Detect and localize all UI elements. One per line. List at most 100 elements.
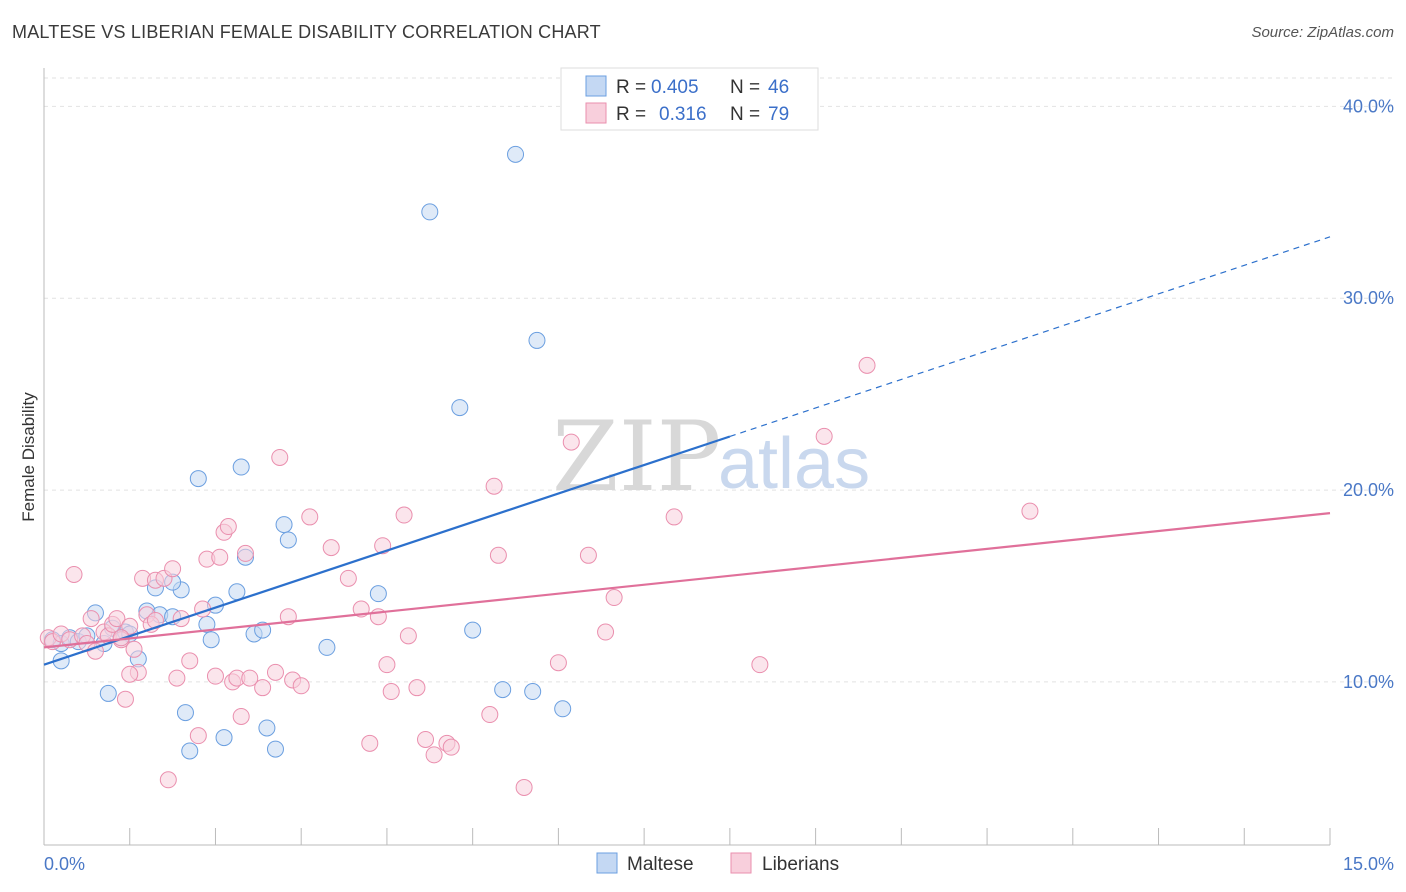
maltese-point: [228, 583, 246, 601]
liberian-point: [361, 734, 379, 752]
liberian-point: [515, 778, 533, 796]
legend-n-value-liberian: 79: [768, 104, 789, 125]
maltese-point: [528, 331, 546, 349]
maltese-point: [99, 684, 117, 702]
liberian-point: [241, 669, 259, 687]
maltese-point: [554, 700, 572, 718]
maltese-point: [369, 585, 387, 603]
liberian-point: [489, 546, 507, 564]
liberian-point: [442, 738, 460, 756]
legend-box: R = 0.405 N = 46 R = 0.316 N = 79: [560, 67, 819, 131]
maltese-point: [451, 399, 469, 417]
liberian-point: [579, 546, 597, 564]
legend-r-value-maltese: 0.405: [651, 77, 699, 98]
bottom-legend: Maltese Liberians: [596, 852, 839, 875]
x-ticks: [129, 828, 1331, 845]
maltese-point: [198, 615, 216, 633]
liberian-point: [665, 508, 683, 526]
maltese-point: [318, 638, 336, 656]
liberian-point: [481, 706, 499, 724]
liberian-point: [181, 652, 199, 670]
liberian-point: [417, 730, 435, 748]
liberian-point: [236, 544, 254, 562]
trend-lines: [43, 236, 1331, 666]
watermark-atlas: atlas: [718, 424, 870, 504]
gridlines: [44, 77, 1394, 683]
liberian-point: [189, 727, 207, 745]
x-tick-label-min: 0.0%: [44, 854, 85, 874]
liberian-point: [254, 679, 272, 697]
source-label: Source: ZipAtlas.com: [1251, 24, 1394, 41]
maltese-trend-extension: [729, 236, 1331, 438]
liberian-point: [108, 610, 126, 628]
maltese-point: [254, 621, 272, 639]
y-tick-label: 40.0%: [1343, 96, 1394, 116]
maltese-trend-line: [43, 435, 731, 666]
liberian-point: [605, 589, 623, 607]
maltese-point: [266, 740, 284, 758]
liberian-point: [751, 656, 769, 674]
maltese-point: [176, 704, 194, 722]
maltese-point: [494, 681, 512, 699]
liberian-point: [266, 663, 284, 681]
liberian-point: [219, 518, 237, 536]
liberian-point: [1021, 502, 1039, 520]
maltese-point: [189, 470, 207, 488]
liberian-point: [395, 506, 413, 524]
liberian-point: [399, 627, 417, 645]
legend-n-label-maltese: N =: [730, 77, 760, 98]
maltese-point: [215, 729, 233, 747]
liberian-point: [65, 565, 83, 583]
y-tick-labels: 10.0% 20.0% 30.0% 40.0%: [1343, 96, 1394, 692]
maltese-points: [44, 145, 572, 760]
liberian-point: [159, 771, 177, 789]
maltese-point: [507, 145, 525, 163]
liberian-point: [339, 569, 357, 587]
liberian-point: [164, 560, 182, 578]
liberian-point: [292, 677, 310, 695]
liberian-point: [301, 508, 319, 526]
maltese-point: [258, 719, 276, 737]
axes: [43, 68, 1330, 846]
maltese-point: [279, 531, 297, 549]
liberian-point: [562, 433, 580, 451]
liberian-point: [815, 427, 833, 445]
liberian-point: [378, 656, 396, 674]
liberian-point: [125, 640, 143, 658]
liberian-point: [322, 539, 340, 557]
liberian-point: [121, 617, 139, 635]
legend-n-value-maltese: 46: [768, 77, 789, 98]
liberian-point: [116, 690, 134, 708]
liberian-points: [39, 356, 1039, 796]
legend-r-label-maltese: R =: [616, 77, 646, 98]
maltese-point: [464, 621, 482, 639]
bottom-legend-label-liberian: Liberians: [762, 854, 839, 875]
y-tick-label: 30.0%: [1343, 288, 1394, 308]
liberian-point: [408, 679, 426, 697]
legend-swatch-maltese: [585, 75, 607, 97]
liberian-trend-line: [43, 512, 1331, 649]
legend-r-value-liberian: 0.316: [659, 104, 707, 125]
bottom-legend-swatch-liberian: [730, 852, 752, 874]
liberian-point: [168, 669, 186, 687]
liberian-point: [121, 665, 139, 683]
watermark: ZIP atlas: [552, 401, 870, 513]
liberian-point: [206, 667, 224, 685]
bottom-legend-swatch-maltese: [596, 852, 618, 874]
legend-swatch-liberian: [585, 102, 607, 124]
liberian-point: [425, 746, 443, 764]
y-tick-label: 10.0%: [1343, 672, 1394, 692]
bottom-legend-label-maltese: Maltese: [627, 854, 694, 875]
maltese-point: [421, 203, 439, 221]
liberian-point: [271, 448, 289, 466]
watermark-zip: ZIP: [552, 401, 721, 513]
y-axis-label: Female Disability: [19, 392, 38, 522]
liberian-point: [232, 707, 250, 725]
liberian-point: [485, 477, 503, 495]
maltese-point: [524, 683, 542, 701]
liberian-point: [549, 654, 567, 672]
legend-n-label-liberian: N =: [730, 104, 760, 125]
maltese-point: [202, 631, 220, 649]
legend-r-label-liberian: R =: [616, 104, 646, 125]
